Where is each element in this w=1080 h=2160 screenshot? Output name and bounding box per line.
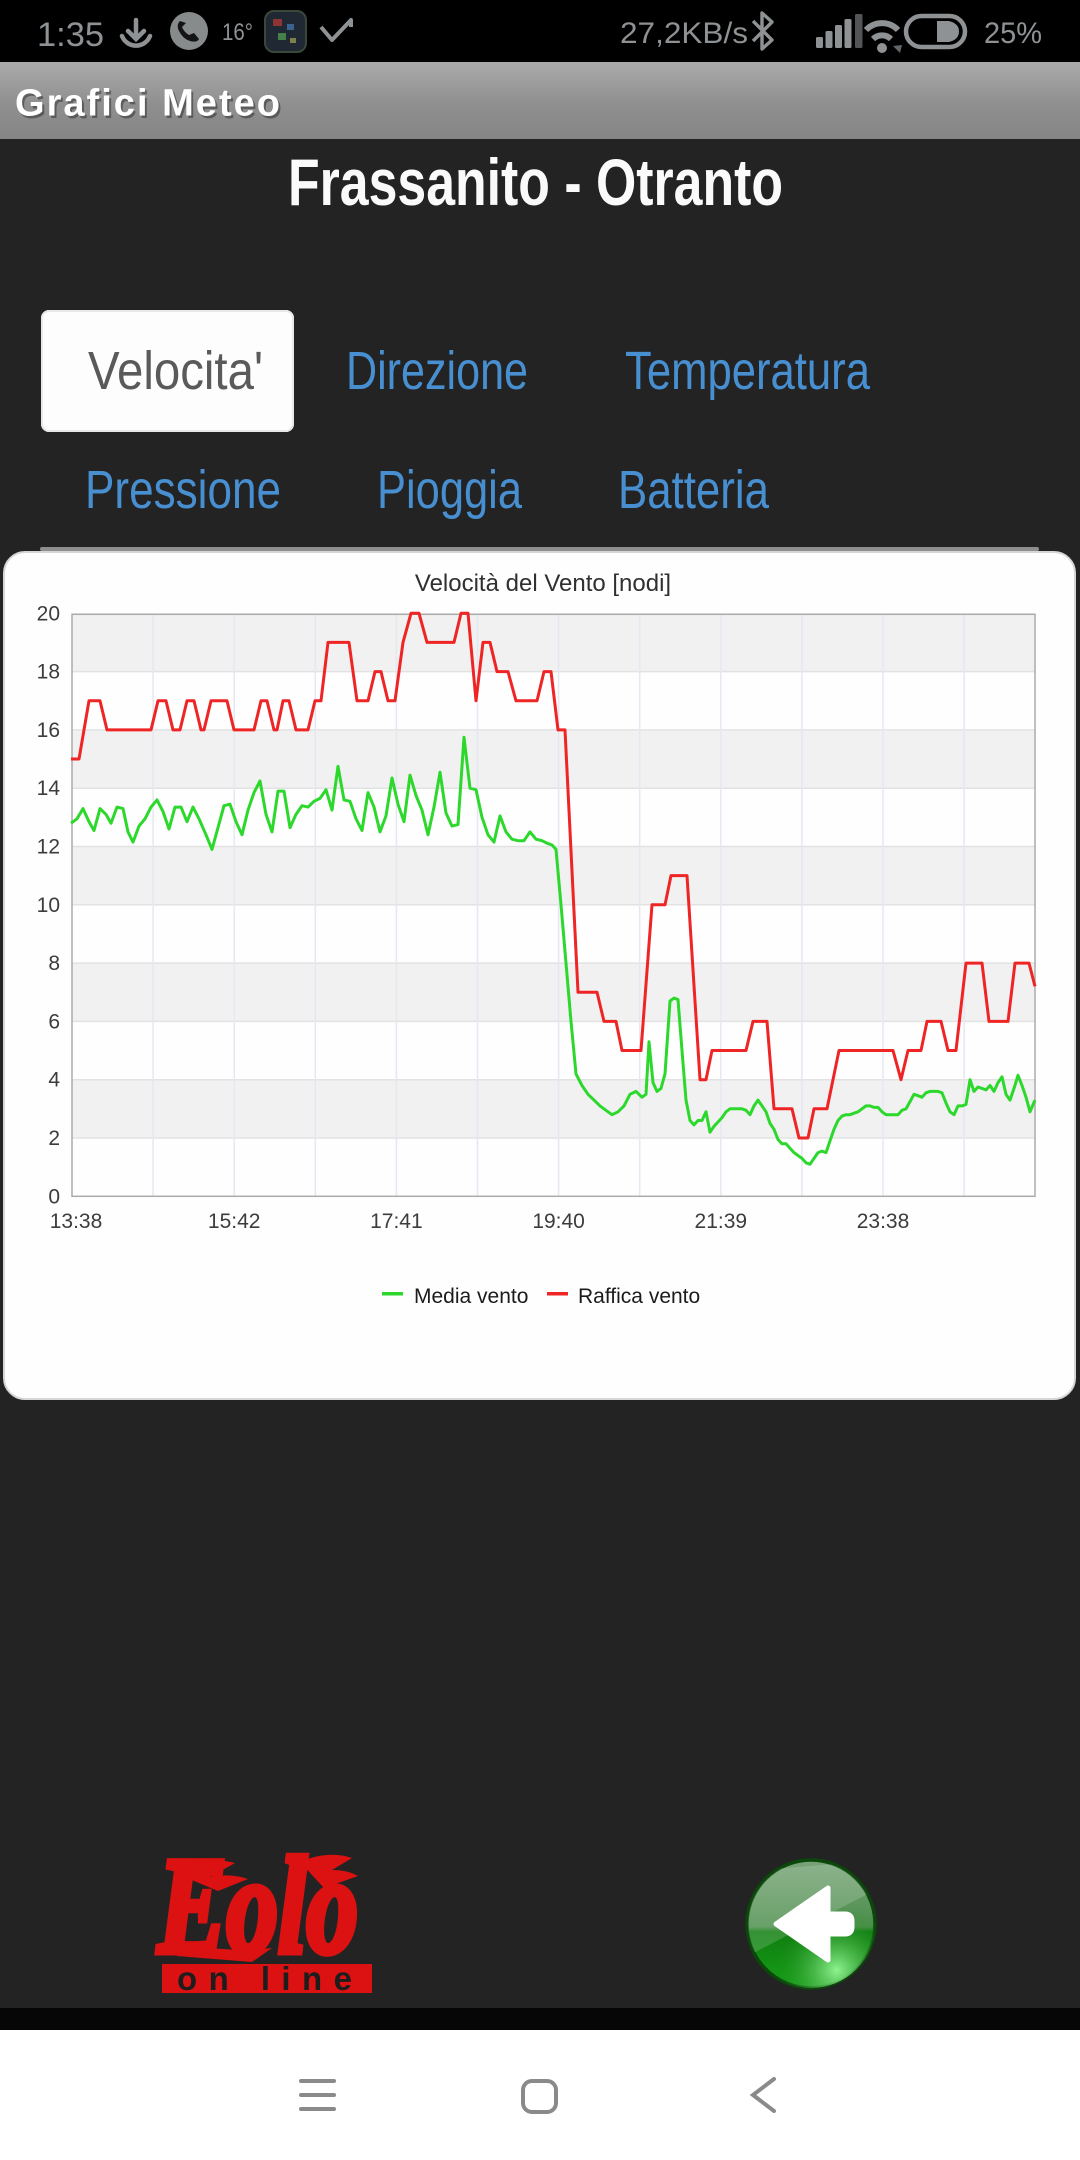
svg-text:1:35: 1:35	[37, 16, 104, 54]
svg-text:Batteria: Batteria	[618, 460, 770, 520]
svg-text:Velocita': Velocita'	[88, 341, 263, 401]
svg-text:Pressione: Pressione	[85, 460, 281, 520]
svg-text:14: 14	[37, 777, 61, 800]
svg-text:27,2KB/s: 27,2KB/s	[620, 17, 748, 50]
svg-text:12: 12	[37, 836, 60, 859]
svg-text:0: 0	[48, 1185, 60, 1208]
svg-text:13:38: 13:38	[50, 1210, 103, 1233]
svg-text:19:40: 19:40	[532, 1210, 585, 1233]
svg-text:Raffica vento: Raffica vento	[578, 1285, 700, 1308]
svg-text:Frassanito - Otranto: Frassanito - Otranto	[288, 145, 783, 219]
svg-text:15:42: 15:42	[208, 1210, 261, 1233]
svg-text:Pioggia: Pioggia	[377, 460, 523, 520]
svg-text:Grafici Meteo: Grafici Meteo	[17, 85, 282, 127]
svg-text:21:39: 21:39	[695, 1210, 748, 1233]
svg-text:2: 2	[48, 1127, 60, 1150]
svg-text:18: 18	[37, 661, 60, 684]
svg-text:Temperatura: Temperatura	[625, 341, 871, 401]
svg-text:Velocità del Vento [nodi]: Velocità del Vento [nodi]	[415, 570, 671, 597]
svg-text:20: 20	[37, 602, 60, 625]
svg-text:Media vento: Media vento	[414, 1285, 528, 1308]
svg-text:10: 10	[37, 894, 60, 917]
svg-text:17:41: 17:41	[370, 1210, 423, 1233]
svg-text:8: 8	[48, 952, 60, 975]
svg-text:4: 4	[48, 1069, 60, 1092]
svg-text:16°: 16°	[222, 19, 253, 46]
svg-text:Direzione: Direzione	[346, 341, 528, 401]
svg-text:16: 16	[37, 719, 60, 742]
svg-text:6: 6	[48, 1010, 60, 1033]
svg-text:25%: 25%	[984, 17, 1042, 50]
svg-text:Grafici Meteo: Grafici Meteo	[15, 83, 280, 125]
svg-text:23:38: 23:38	[857, 1210, 910, 1233]
